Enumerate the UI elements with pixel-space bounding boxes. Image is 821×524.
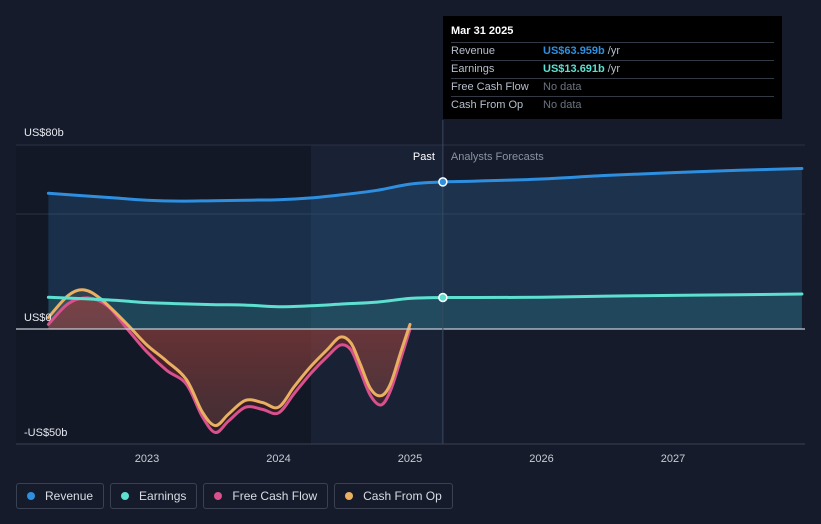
tooltip-row: Cash From Op No data: [451, 96, 774, 114]
x-tick-label: 2023: [135, 453, 159, 465]
tooltip-row: Free Cash Flow No data: [451, 78, 774, 96]
tooltip-row-value: No data: [543, 99, 582, 111]
y-tick-label: -US$50b: [24, 427, 67, 439]
y-tick-label: US$80b: [24, 127, 64, 139]
tooltip-row-unit: /yr: [607, 45, 620, 57]
tooltip-row-unit: /yr: [607, 63, 620, 75]
legend-dot-icon: [27, 492, 35, 500]
tooltip-row: Earnings US$13.691b/yr: [451, 60, 774, 78]
tooltip-row: Revenue US$63.959b/yr: [451, 42, 774, 60]
area-earnings: [48, 294, 802, 329]
legend-label: Cash From Op: [363, 489, 442, 503]
x-tick-label: 2025: [398, 453, 422, 465]
y-tick-label: US$0: [24, 312, 52, 324]
tooltip-row-label: Free Cash Flow: [451, 81, 529, 93]
x-tick-label: 2024: [266, 453, 290, 465]
forecast-label: Analysts Forecasts: [451, 151, 544, 163]
x-tick-label: 2027: [661, 453, 685, 465]
legend-item-cash-from-op[interactable]: Cash From Op: [334, 483, 453, 509]
legend-dot-icon: [345, 492, 354, 500]
tooltip-row-label: Cash From Op: [451, 99, 524, 111]
legend-label: Revenue: [45, 489, 94, 503]
tooltip-row-value: US$13.691b: [543, 63, 605, 75]
series-markers: [438, 177, 448, 303]
legend-item-free-cash-flow[interactable]: Free Cash Flow: [203, 483, 329, 509]
past-label: Past: [413, 151, 435, 163]
tooltip-row-value: No data: [543, 81, 582, 93]
legend-dot-icon: [214, 492, 223, 500]
tooltip-row-label: Revenue: [451, 45, 496, 57]
line-revenue: [46, 167, 804, 203]
series-areas: [48, 168, 802, 433]
area-free-cash-flow: [48, 297, 411, 433]
x-axis-tick-labels: 2023 2024 2025 2026 2027: [135, 453, 685, 465]
data-tooltip: Mar 31 2025 Revenue US$63.959b/yr Earnings…: [443, 16, 782, 119]
gridlines: [16, 144, 805, 215]
y-axis-tick-labels: US$80b US$0 -US$50b: [24, 127, 67, 439]
chart-legend: Revenue Earnings Free Cash Flow Cash From O…: [16, 483, 453, 511]
legend-item-revenue[interactable]: Revenue: [16, 483, 105, 509]
tooltip-date: Mar 31 2025: [451, 25, 514, 37]
legend-label: Free Cash Flow: [232, 489, 318, 503]
tooltip-rows: Revenue US$63.959b/yr Earnings US$13.691b/y…: [451, 42, 774, 114]
marker-revenue: [438, 177, 448, 187]
area-revenue: [48, 168, 802, 329]
x-tick-label: 2026: [529, 453, 553, 465]
legend-label: Earnings: [139, 489, 187, 503]
line-cash-from-op: [46, 288, 412, 428]
line-earnings: [46, 292, 804, 309]
legend-item-earnings[interactable]: Earnings: [110, 483, 198, 509]
area-cash-from-op: [48, 289, 411, 426]
marker-earnings: [438, 292, 448, 303]
tooltip-row-label: Earnings: [451, 63, 495, 75]
legend-dot-icon: [121, 492, 130, 500]
tooltip-row-value: US$63.959b: [543, 45, 605, 57]
